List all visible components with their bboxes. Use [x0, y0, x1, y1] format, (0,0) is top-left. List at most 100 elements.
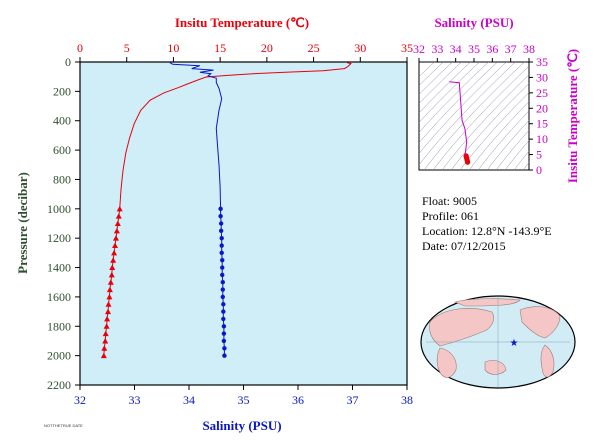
salinity-marker	[221, 338, 227, 344]
pressure-tick-label: 2000	[47, 349, 71, 363]
density-contour	[441, 74, 529, 170]
density-contour	[419, 62, 489, 133]
temperature-marker	[115, 213, 122, 219]
float-location: Location: 12.8°N -143.9°E	[422, 224, 552, 238]
salinity-marker	[222, 346, 227, 351]
map-continents	[429, 298, 561, 378]
inset-x-tick-label: 34	[450, 42, 462, 56]
density-contour	[423, 62, 525, 170]
temperature-axis-title: Insitu Temperature (℃)	[175, 15, 309, 30]
density-contour	[486, 120, 529, 170]
float-location-marker: ★	[510, 338, 519, 349]
inset-x-tick-label: 32	[413, 42, 425, 56]
salinity-tick-label: 32	[74, 393, 86, 407]
float-id: Float: 9005	[422, 194, 478, 208]
density-contours	[419, 62, 529, 170]
salinity-marker	[221, 331, 227, 336]
temperature-marker	[102, 337, 109, 344]
temperature-marker	[106, 293, 113, 300]
temperature-tick-label: 35	[401, 41, 413, 55]
pressure-tick-label: 1200	[47, 231, 71, 245]
density-contour	[522, 161, 529, 170]
temperature-tick-label: 15	[214, 41, 226, 55]
salinity-tick-label: 38	[401, 393, 413, 407]
salinity-axis-title: Salinity (PSU)	[202, 418, 281, 433]
salinity-marker	[220, 287, 225, 292]
pressure-axis-title: Pressure (decibar)	[15, 172, 30, 274]
temperature-ticks: 0 5 10 15 20 25 30 35	[77, 41, 413, 62]
inset-y-tick-label: 25	[536, 86, 548, 100]
pressure-tick-label: 0	[65, 55, 71, 69]
density-contour	[419, 62, 507, 154]
salinity-marker	[219, 235, 224, 241]
temperature-marker	[113, 227, 120, 234]
temperature-marker	[103, 323, 110, 329]
salinity-marker	[218, 228, 224, 234]
pressure-tick-label: 1400	[47, 261, 71, 275]
density-contour	[477, 110, 529, 170]
pressure-ticks: 0 200 400 600 800 1000 1200 1400 1600 1800 2000 220…	[47, 55, 80, 392]
salinity-tick-label: 36	[292, 393, 304, 407]
main-plot-area	[79, 61, 408, 386]
ts-points	[449, 81, 471, 165]
density-contour	[419, 62, 498, 144]
pressure-tick-label: 400	[53, 114, 71, 128]
pressure-tick-label: 200	[53, 84, 71, 98]
inset-temperature-title: Insitu Temperature (℃)	[565, 49, 580, 183]
inset-y-tick-label: 10	[536, 132, 548, 146]
salinity-marker	[218, 206, 223, 212]
density-contour	[459, 92, 529, 170]
temperature-marker	[101, 345, 108, 351]
pressure-tick-label: 600	[53, 143, 71, 157]
salinity-marker	[218, 221, 224, 226]
density-contour	[419, 62, 516, 166]
temperature-tick-label: 0	[77, 41, 83, 55]
salinity-marker	[219, 250, 224, 256]
salinity-marker	[221, 309, 226, 314]
density-contour	[513, 150, 529, 170]
inset-y-tick-label: 5	[536, 148, 542, 162]
inset-x-tick-label: 38	[523, 42, 535, 56]
temperature-marker	[102, 330, 109, 337]
salinity-ticks: 32 33 34 35 36 37 38	[74, 385, 413, 407]
temperature-marker	[111, 249, 118, 256]
pressure-tick-label: 1000	[47, 202, 71, 216]
temperature-marker	[114, 220, 121, 226]
salinity-marker	[222, 353, 227, 358]
temperature-tick-label: 5	[124, 41, 130, 55]
inset-y-tick-label: 0	[536, 163, 542, 177]
salinity-marker	[220, 294, 225, 300]
inset-y-tick-label: 15	[536, 117, 548, 131]
temperature-tick-label: 20	[261, 41, 273, 55]
salinity-marker	[219, 243, 224, 248]
inset-y-tick-label: 35	[536, 55, 548, 69]
pressure-tick-label: 2200	[47, 378, 71, 392]
salinity-marker	[218, 213, 223, 219]
temperature-marker	[105, 301, 112, 307]
temperature-marker	[104, 315, 111, 322]
density-contour	[432, 65, 529, 170]
density-contour	[468, 101, 529, 170]
density-contour	[450, 83, 529, 170]
inset-x-tick-label: 37	[505, 42, 517, 56]
salinity-tick-label: 33	[129, 393, 141, 407]
inset-salinity-ticks: 32 33 34 35 36 37 38	[413, 42, 535, 62]
profile-lines	[100, 62, 352, 359]
temperature-marker	[107, 279, 114, 285]
pressure-tick-label: 1800	[47, 319, 71, 333]
temperature-marker	[108, 271, 115, 278]
temperature-tick-label: 10	[167, 41, 179, 55]
profile-number: Profile: 061	[422, 209, 479, 223]
density-contour	[495, 129, 529, 170]
pressure-tick-label: 1600	[47, 290, 71, 304]
inset-x-tick-label: 35	[468, 42, 480, 56]
salinity-marker	[220, 258, 225, 263]
inset-y-tick-label: 30	[536, 70, 548, 84]
temperature-marker	[105, 308, 112, 315]
temperature-tick-label: 30	[354, 41, 366, 55]
temperature-marker	[109, 264, 116, 271]
salinity-marker	[221, 302, 226, 307]
salinity-marker	[221, 324, 227, 329]
